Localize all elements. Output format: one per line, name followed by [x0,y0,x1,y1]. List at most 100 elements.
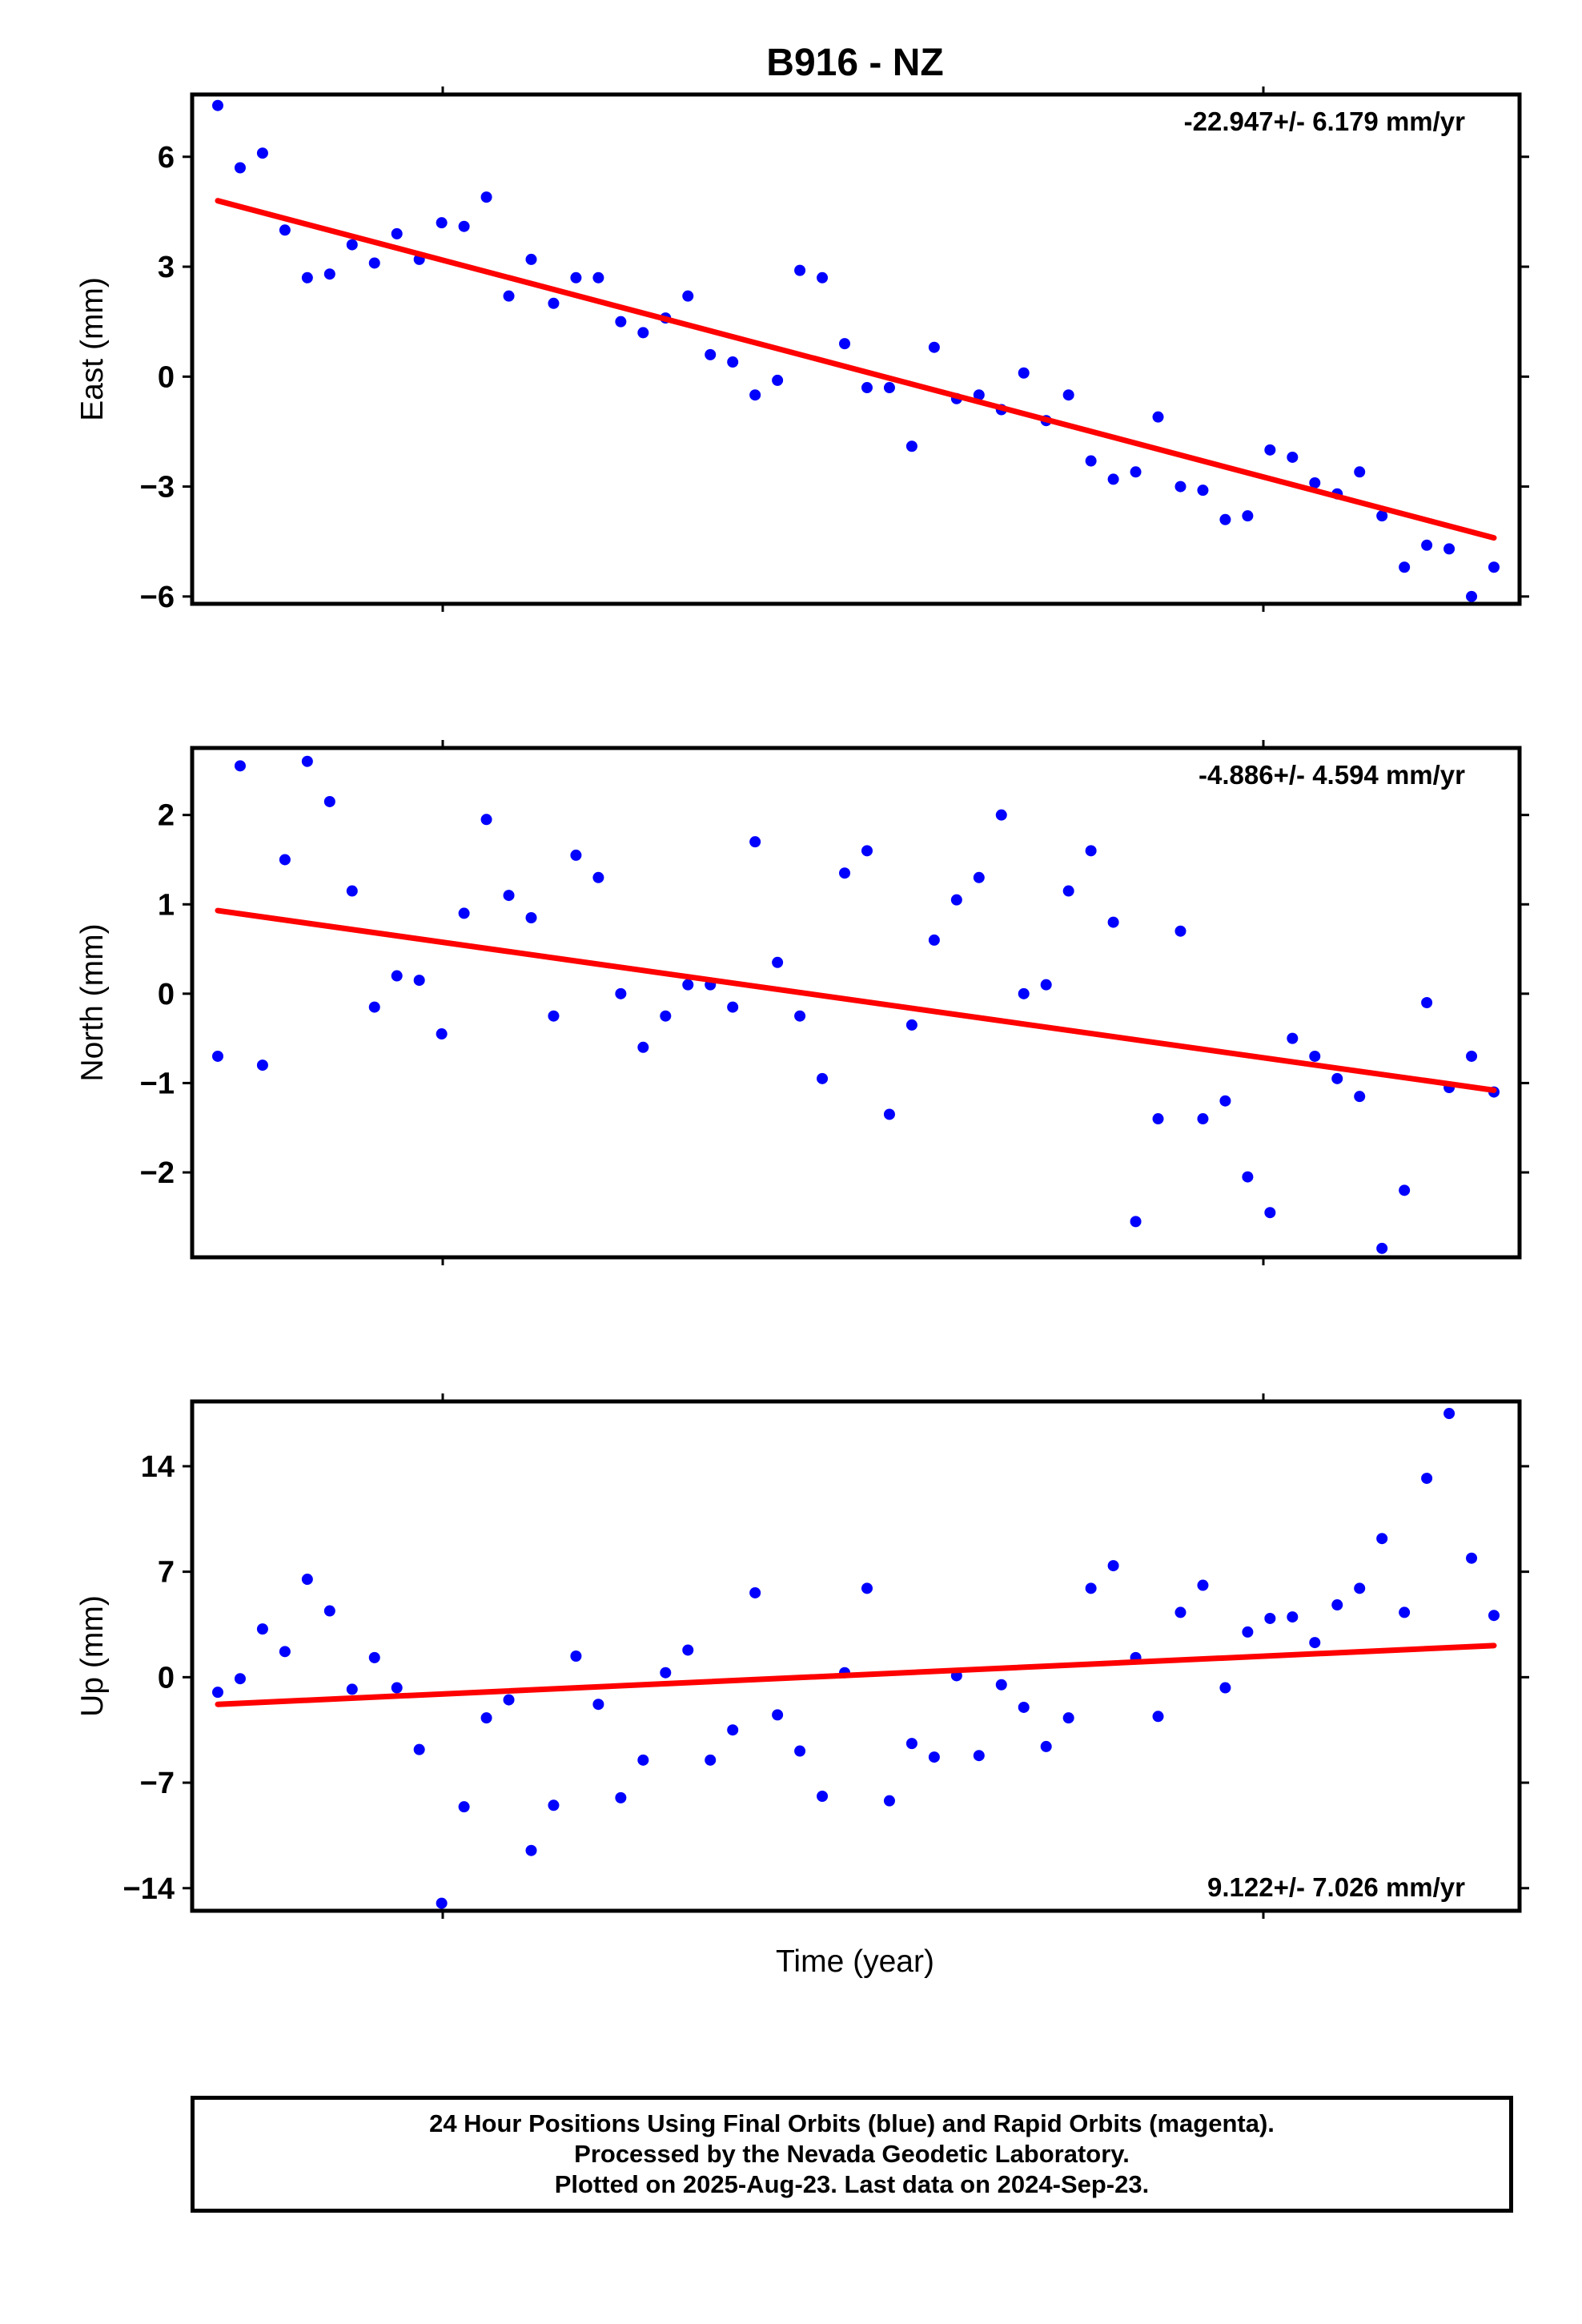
north-y-tick-label: −1 [140,1067,175,1100]
up-data-point [323,1605,335,1617]
up-data-point [234,1673,246,1685]
footer-line-3: Plotted on 2025-Aug-23. Last data on 202… [554,2170,1150,2198]
north-data-point [973,871,985,883]
north-data-point [615,987,627,999]
up-data-point [413,1743,425,1755]
north-data-point [346,885,358,897]
east-data-point [301,271,313,283]
east-data-point [637,327,649,339]
east-y-tick-label: 0 [158,360,175,394]
east-data-point [256,147,268,159]
east-data-point [1488,561,1500,573]
east-data-point [279,224,291,236]
north-data-point [592,871,604,883]
east-data-point [234,162,246,174]
up-data-point [973,1750,985,1762]
north-data-point [458,907,470,919]
north-data-point [1331,1072,1343,1084]
north-data-point [1466,1050,1478,1062]
up-y-tick-label: −14 [123,1872,175,1906]
north-data-point [749,836,761,848]
up-data-point [212,1687,223,1699]
east-data-point [1130,466,1142,478]
east-y-axis-label: East (mm) [75,277,110,421]
x-axis-label: Time (year) [776,1944,934,1979]
up-data-point [436,1897,448,1909]
east-data-point [1197,485,1209,497]
east-data-point [1174,480,1186,493]
east-data-point [682,290,694,302]
up-plot-frame [190,1399,1522,1913]
up-data-point [391,1682,403,1694]
up-data-point [615,1791,627,1803]
north-data-point [1174,925,1186,937]
up-data-point [749,1586,761,1598]
north-data-point [1287,1032,1299,1044]
up-data-point [1443,1408,1456,1420]
north-y-tick-label: −2 [140,1156,175,1190]
east-data-point [368,257,380,269]
up-data-point [1309,1637,1321,1649]
north-data-point [995,809,1007,821]
up-data-point [279,1646,291,1658]
north-data-point [480,814,492,826]
east-data-point [727,356,739,368]
up-data-point [368,1651,380,1663]
east-data-point [1085,455,1097,467]
north-data-point [637,1041,649,1053]
up-data-point [525,1844,537,1856]
up-data-point [1264,1612,1276,1624]
up-rate-label: 9.122+/- 7.026 mm/yr [1207,1872,1465,1902]
up-data-point [1107,1560,1119,1572]
east-data-point [973,389,985,401]
east-data-point [1264,444,1276,456]
east-data-point [883,382,895,394]
up-data-point [794,1745,806,1757]
footer-line-1: 24 Hour Positions Using Final Orbits (bl… [429,2109,1275,2137]
up-data-point [548,1799,560,1811]
up-data-point [905,1738,917,1750]
north-y-tick-label: 1 [158,888,175,922]
north-data-point [1107,916,1119,928]
north-data-point [436,1028,448,1040]
east-data-point [592,271,604,283]
up-data-point [256,1623,268,1635]
footer-box: 24 Hour Positions Using Final Orbits (bl… [191,2096,1513,2213]
up-y-axis-label: Up (mm) [75,1595,110,1717]
east-data-point [1466,590,1478,602]
up-data-point [1040,1740,1052,1752]
up-data-point [817,1790,829,1802]
north-data-point [256,1059,268,1072]
east-data-point [749,389,761,401]
up-panel: 14 7 0 −7 −14 Up (mm) 9.122+/- 7.026 mm/yr [75,1393,1529,1919]
east-data-point [548,297,560,309]
north-data-point [950,894,962,906]
east-data-point [1219,513,1231,525]
north-data-point [323,795,335,807]
east-data-point [1242,510,1254,522]
east-y-tick-label: −3 [140,471,175,505]
up-data-point [1242,1626,1254,1638]
up-trend-line [215,1642,1497,1707]
chart-title: B916 - NZ [766,42,943,84]
north-data-point [883,1108,895,1120]
up-data-point [1287,1611,1299,1623]
east-data-point [503,290,515,302]
east-rate-label: -22.947+/- 6.179 mm/yr [1184,107,1465,136]
up-data-point [682,1644,694,1656]
north-data-point [1376,1242,1388,1254]
up-data-point [637,1754,649,1766]
east-data-point [839,338,851,350]
up-data-point [592,1699,604,1711]
east-data-point [1399,561,1411,573]
up-data-point [1197,1579,1209,1591]
east-data-point [480,191,492,203]
up-data-point [570,1651,582,1662]
up-y-tick-label: −7 [140,1767,175,1800]
east-data-point [861,382,873,394]
up-data-point [1152,1711,1164,1723]
north-data-point [1309,1050,1321,1062]
footer-line-2: Processed by the Nevada Geodetic Laborat… [574,2140,1130,2168]
north-data-point [1018,987,1030,999]
